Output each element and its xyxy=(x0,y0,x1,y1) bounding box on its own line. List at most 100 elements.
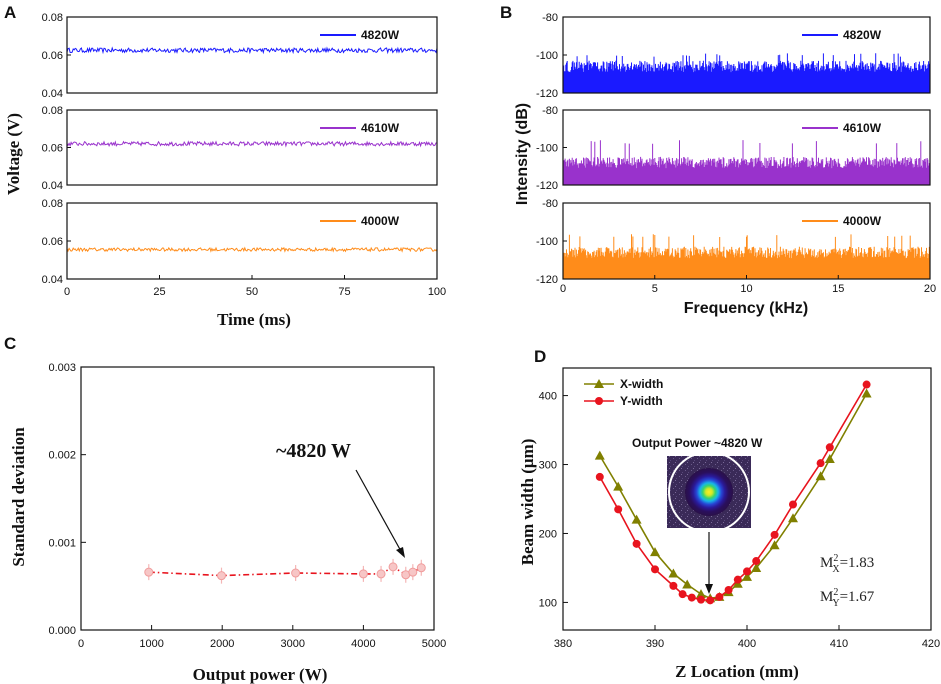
panel-d-point-X-width xyxy=(824,454,835,464)
panel-b-xtick-label: 10 xyxy=(740,283,752,295)
panel-a-legend-label: 4000W xyxy=(361,214,400,228)
panel-d-point-Y-width xyxy=(752,557,761,566)
panel-d-point-Y-width xyxy=(789,500,797,509)
m2y-value: M2 Y=1.67 xyxy=(820,587,875,609)
panel-d-point-Y-width xyxy=(595,472,604,481)
panel-d-point-X-width xyxy=(650,547,660,557)
panel-c-ytick-label: 0.002 xyxy=(48,450,76,462)
panel-b-ytick-label: -100 xyxy=(536,50,558,62)
panel-d-point-Y-width xyxy=(669,581,678,590)
panel-c-point xyxy=(216,571,226,581)
panel-b-xtick-label: 15 xyxy=(832,283,844,295)
panel-c-annotation-arrow-line xyxy=(355,469,403,554)
panel-d-point-Y-width xyxy=(825,443,834,452)
subplot-b-4000w: -120 -100 -80 4000W xyxy=(536,198,931,286)
panel-c-xtick-label: 2000 xyxy=(210,638,234,650)
panel-b-x-axis-label: Frequency (kHz) xyxy=(684,300,808,317)
panel-c-xtick-label: 0 xyxy=(78,638,84,650)
panel-b-ytick-label: -120 xyxy=(536,274,558,286)
panel-label-a: A xyxy=(4,3,16,22)
panel-d-point-Y-width xyxy=(770,530,779,539)
panel-a-ytick-label: 0.06 xyxy=(42,236,63,248)
panel-d-point-Y-width xyxy=(697,595,705,604)
panel-c-point xyxy=(416,563,426,573)
panel-b-legend-label: 4820W xyxy=(843,28,882,42)
subplot-a-4820w: 0.04 0.06 0.08 4820W xyxy=(42,12,438,100)
panel-a-y-axis-label: Voltage (V) xyxy=(4,113,23,195)
panel-label-d: D xyxy=(534,347,546,366)
panel-d-point-X-width xyxy=(594,450,605,460)
panel-c-point xyxy=(144,567,154,577)
panel-c-point xyxy=(358,569,368,579)
panel-d-point-X-width xyxy=(788,513,798,523)
panel-b-legend-label: 4610W xyxy=(843,121,882,135)
panel-a-ytick-label: 0.08 xyxy=(42,105,63,117)
panel-c-point xyxy=(388,562,398,572)
panel-a-legend-label: 4820W xyxy=(361,28,400,42)
panel-d-xtick-label: 390 xyxy=(646,638,664,650)
panel-b-ytick-label: -120 xyxy=(536,180,558,192)
panel-d-line-X-width xyxy=(599,393,868,600)
panel-d-beam-caustic: Z Location (mm) Beam width (μm) Output P… xyxy=(518,367,940,681)
panel-a-xtick-label: 100 xyxy=(428,286,446,298)
panel-a-ytick-label: 0.08 xyxy=(42,12,63,24)
panel-d-xtick-label: 400 xyxy=(738,638,756,650)
panel-d-point-Y-width xyxy=(724,586,733,595)
panel-d-inset-title: Output Power ~4820 W xyxy=(632,436,763,450)
panel-b-xtick-label: 20 xyxy=(924,283,936,295)
panel-a-ytick-label: 0.04 xyxy=(42,180,63,192)
panel-c-ytick-label: 0.003 xyxy=(48,362,76,374)
m2x-value: M2 X=1.83 xyxy=(820,553,874,575)
panel-a-xtick-label: 50 xyxy=(246,286,258,298)
panel-d-ytick-label: 300 xyxy=(539,460,557,472)
panel-c-xtick-label: 5000 xyxy=(422,638,446,650)
panel-b-legend-label: 4000W xyxy=(843,214,882,228)
panel-d-point-Y-width xyxy=(678,590,687,599)
panel-a-ytick-label: 0.04 xyxy=(42,88,63,100)
panel-c-annotation: ~4820 W xyxy=(276,440,351,462)
panel-d-ytick-label: 100 xyxy=(539,597,557,609)
panel-c-point xyxy=(408,567,418,577)
panel-b-spectrum-4820W xyxy=(562,53,931,93)
panel-a-xtick-label: 25 xyxy=(153,286,165,298)
panel-d-point-Y-width xyxy=(706,596,715,605)
panel-c-x-axis-label: Output power (W) xyxy=(193,665,328,684)
panel-label-b: B xyxy=(500,3,512,22)
panel-a-ytick-label: 0.06 xyxy=(42,50,63,62)
panel-d-point-Y-width xyxy=(715,592,724,601)
panel-d-legend-label: X-width xyxy=(620,377,663,391)
panel-d-point-X-width xyxy=(696,589,706,599)
panel-b-ytick-label: -100 xyxy=(536,236,558,248)
panel-d-point-X-width xyxy=(742,571,752,581)
panel-a-x-axis-label: Time (ms) xyxy=(217,310,291,329)
panel-d-point-X-width xyxy=(682,579,693,589)
panel-b-xtick-label: 0 xyxy=(560,283,566,295)
panel-b-spectrum-4610W xyxy=(562,140,931,185)
subplot-a-4610w: 0.04 0.06 0.08 4610W xyxy=(42,105,438,192)
panel-d-point-X-width xyxy=(668,568,679,578)
panel-b-ytick-label: -80 xyxy=(542,105,558,117)
panel-a-trace-4610W xyxy=(66,140,438,148)
panel-d-inset-arrowhead xyxy=(705,584,713,594)
subplot-b-4610w: -120 -100 -80 4610W xyxy=(536,105,931,192)
panel-d-point-Y-width xyxy=(743,567,751,576)
panel-d-point-Y-width xyxy=(687,593,696,602)
panel-c-ytick-label: 0.001 xyxy=(48,537,76,549)
panel-d-legend-marker-Y-width xyxy=(595,397,603,405)
panel-d-point-Y-width xyxy=(614,505,623,514)
panel-c-y-axis-label: Standard deviation xyxy=(9,427,28,567)
panel-d-point-X-width xyxy=(861,388,872,398)
panel-label-c: C xyxy=(4,334,16,353)
panel-d-point-Y-width xyxy=(651,565,659,574)
panel-a-xtick-label: 75 xyxy=(338,286,350,298)
panel-d-ytick-label: 400 xyxy=(539,391,557,403)
panel-d-legend-marker-X-width xyxy=(594,379,604,388)
panel-d-point-X-width xyxy=(631,514,642,524)
panel-a-ytick-label: 0.04 xyxy=(42,274,63,286)
panel-a-ytick-label: 0.06 xyxy=(42,143,63,155)
panel-d-point-Y-width xyxy=(816,459,825,468)
panel-b-spectrum-4000W xyxy=(562,234,931,279)
panel-c-ytick-label: 0.000 xyxy=(48,625,76,637)
